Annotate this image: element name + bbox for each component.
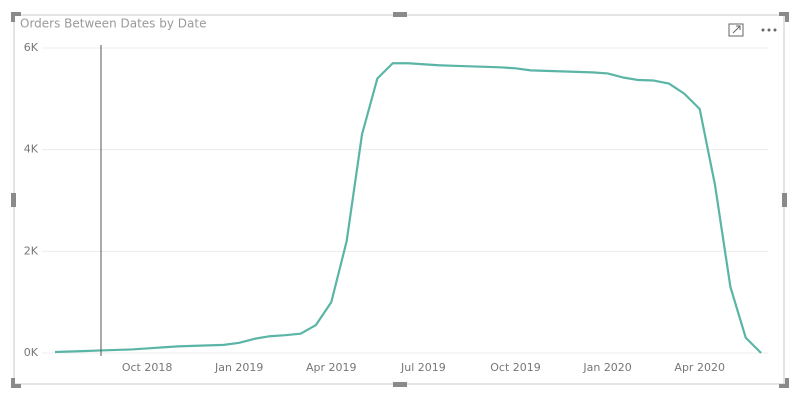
- x-tick-label: Oct 2018: [122, 361, 173, 374]
- resize-handles: [11, 12, 789, 388]
- y-tick-label: 0K: [24, 346, 39, 359]
- plot-area: 0K 2K 4K 6K Oct 2018 Jan 2019 Apr 2019 Jul 2019…: [24, 41, 768, 374]
- y-tick-label: 4K: [24, 143, 39, 156]
- x-tick-label: Oct 2019: [490, 361, 541, 374]
- y-tick-label: 6K: [24, 41, 39, 54]
- focus-mode-icon[interactable]: [728, 23, 744, 37]
- chart-title: Orders Between Dates by Date: [20, 17, 206, 31]
- y-tick-label: 2K: [24, 244, 39, 257]
- visual-frame: [13, 14, 785, 385]
- x-tick-label: Apr 2020: [674, 361, 725, 374]
- x-tick-label: Jan 2020: [582, 361, 631, 374]
- more-options-icon[interactable]: [761, 28, 777, 32]
- x-tick-label: Jul 2019: [400, 361, 446, 374]
- x-tick-label: Jan 2019: [214, 361, 263, 374]
- x-tick-label: Apr 2019: [306, 361, 357, 374]
- line-series: [54, 62, 762, 354]
